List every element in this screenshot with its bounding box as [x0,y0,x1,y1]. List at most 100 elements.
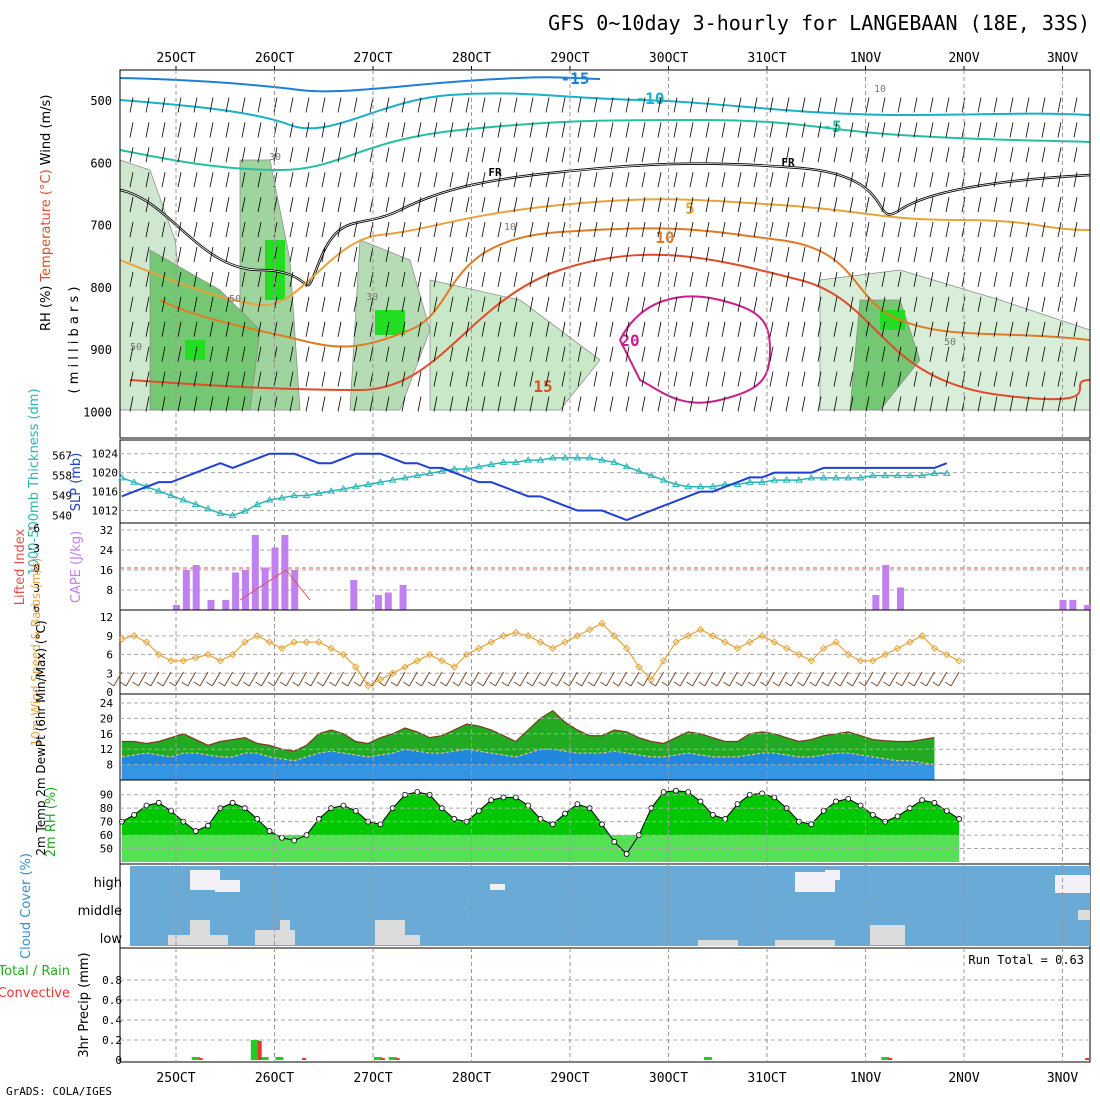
upper-wind-barb [993,271,998,287]
rh-point [611,838,618,845]
upper-wind-barb [865,396,870,412]
upper-wind-barb [385,122,390,138]
cape-tick-label: 8 [106,584,113,597]
upper-wind-barb [753,97,758,113]
upper-wind-barb [945,321,950,337]
bottom-date-label: 30OCT [649,1071,688,1086]
wind-speed-point [598,619,606,628]
low-cloud-block [190,920,210,945]
slp-tick-label: 1020 [92,467,119,480]
rh-point [512,794,519,801]
upper-wind-barb [977,246,982,263]
wind-barb-flag [464,681,472,687]
upper-wind-barb [993,321,998,337]
thickness-point [339,484,348,492]
upper-wind-barb [1073,396,1078,412]
wind-barb [310,671,320,687]
upper-wind-barb [321,371,326,387]
upper-wind-barb [657,396,662,412]
upper-wind-barb [1041,197,1046,213]
wind-speed-point [696,625,705,634]
rh-contour-label: 10 [504,222,516,233]
precip-total-bar [260,1057,269,1060]
upper-wind-barb [481,147,486,163]
wind-tick-label: 3 [106,667,113,680]
wind-barb-flag [489,681,496,687]
slp-tick-label: 1016 [92,486,119,499]
upper-wind-barb [401,197,406,213]
upper-wind-barb [241,122,246,138]
upper-wind-barb [721,197,726,213]
upper-wind-barb [721,172,726,188]
li-tick-label: 0 [33,562,40,575]
upper-wind-barb [625,221,630,238]
upper-wind-barb [241,97,246,113]
wind-barb-flag [612,681,619,687]
rh-contour-label: 50 [130,342,142,353]
upper-wind-barb [977,147,982,163]
upper-wind-barb [1057,246,1062,263]
upper-wind-barb [577,321,582,337]
upper-wind-barb [369,296,374,312]
rh-point [143,802,150,809]
thickness-point [684,482,693,490]
upper-wind-barb [881,172,886,188]
upper-wind-barb [641,396,646,412]
wind-barb [138,671,147,687]
upper-wind-barb [705,296,710,312]
upper-wind-barb [1025,122,1030,138]
upper-wind-barb [657,371,662,387]
rh-point [685,789,692,795]
thickness-point [290,491,299,499]
upper-wind-barb [721,147,726,163]
upper-wind-barb [577,221,582,238]
upper-wind-barb [929,197,934,213]
cape-bar [251,535,259,610]
upper-wind-barb [625,147,630,163]
wind-speed-point [622,644,631,653]
upper-wind-barb [1073,246,1078,263]
precip-convective-bar [198,1058,203,1060]
thickness-point [745,478,754,485]
upper-wind-barb [241,271,246,287]
wind-speed-point [179,657,188,665]
wind-barb-flag [193,681,201,687]
upper-wind-barb [657,147,662,163]
temperature-contour [119,92,1091,130]
upper-wind-barb [945,371,950,387]
upper-wind-barb [625,271,630,287]
top-date-label: 28OCT [452,51,491,66]
upper-wind-barb [721,97,726,113]
upper-wind-barb [641,296,646,312]
upper-wind-barb [497,197,502,213]
upper-wind-barb [177,296,182,312]
upper-wind-barb [257,371,262,387]
upper-wind-barb [193,321,198,337]
upper-wind-barb [689,172,694,188]
upper-air-frame-outline [119,69,1091,439]
precip-total-label: Total / Rain [0,964,70,979]
upper-wind-barb [673,296,678,312]
upper-wind-barb [977,396,982,412]
wind-panel-frame [119,609,1091,695]
upper-wind-barb [337,97,342,113]
upper-wind-barb [609,346,614,362]
upper-wind-barb [225,296,230,312]
thickness-point [573,453,582,461]
upper-wind-barb [609,246,614,263]
wind-speed-point [746,638,754,646]
upper-wind-barb [353,396,358,412]
upper-wind-barb [209,396,214,412]
wind-panel: 0 3 6 9 12 10m Wind Speed & Barbs (m/s) [29,558,1091,746]
upper-wind-barb [657,172,662,188]
upper-wind-barb [561,122,566,138]
upper-wind-barb [433,296,438,312]
upper-wind-barb [369,346,374,362]
upper-wind-barb [225,172,230,188]
wind-speed-point [475,644,483,653]
wind-barb [211,671,221,687]
upper-wind-barb [465,371,470,387]
thickness-point [253,500,262,507]
chart-title: GFS 0~10day 3-hourly for LANGEBAAN (18E,… [548,11,1090,35]
